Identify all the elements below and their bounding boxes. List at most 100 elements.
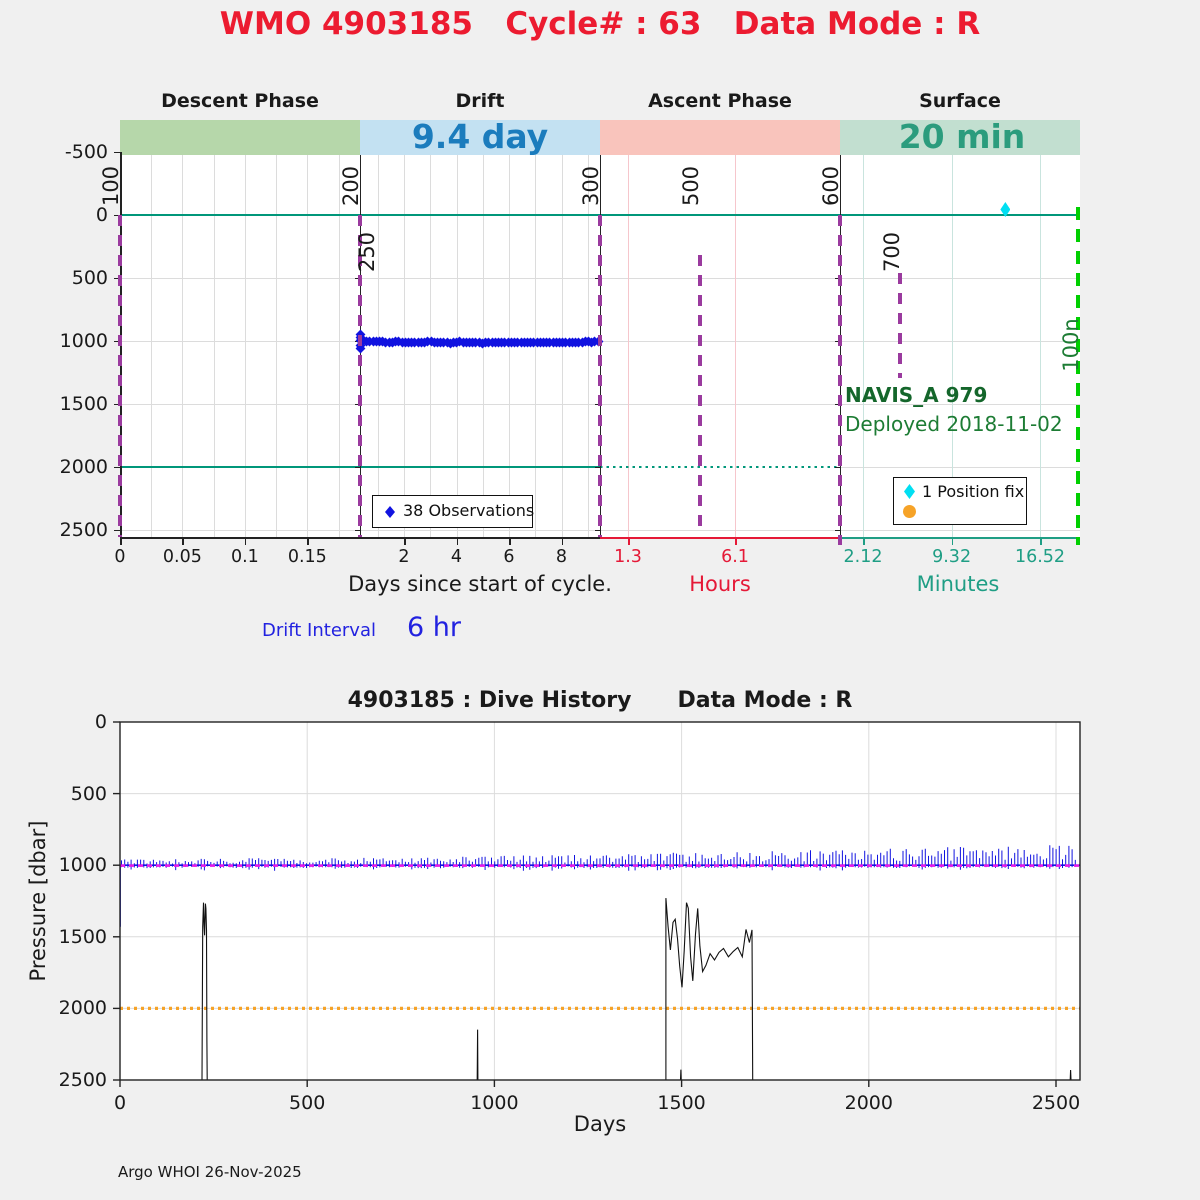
tick-mark: [355, 404, 360, 405]
tick-mark: [355, 467, 360, 468]
park-marker-icon: [903, 505, 916, 518]
drift-phase-band: [360, 120, 600, 155]
x-tick-label: 9.32: [932, 547, 972, 567]
drift-duration-text: 9.4 day: [411, 117, 549, 156]
gridline: [338, 155, 340, 537]
event-line-500: [698, 255, 702, 528]
x-tick-label: 1500: [657, 1092, 706, 1114]
phase-label-descent: Descent Phase: [161, 90, 319, 112]
tick-mark: [835, 530, 840, 531]
tick-mark: [863, 539, 865, 545]
x-tick-label: 0.05: [162, 547, 202, 567]
x-axis-spine: [840, 537, 1080, 539]
dive-plot-area: [120, 722, 1080, 1080]
x-tick-label: 16.52: [1014, 547, 1066, 567]
event-line-label-700: 700: [880, 231, 904, 273]
tick-mark: [355, 530, 360, 531]
x-tick-label: 6: [503, 547, 515, 567]
gridline: [151, 155, 153, 537]
x-axis-spine: [600, 537, 840, 539]
y-tick-label: 1000: [58, 854, 107, 877]
position-fix-legend-label: 1 Position fix: [922, 482, 1025, 501]
dive-history-title: 4903185 : Dive History Data Mode : R: [0, 688, 1200, 713]
observations-legend-label: 38 Observations: [403, 501, 535, 520]
gridline: [735, 155, 736, 537]
x-tick-label: 2500: [1031, 1092, 1081, 1114]
profile-max-pressure-line: [476, 1029, 479, 1081]
profile-max-pressure-line: [201, 902, 208, 1081]
tick-mark: [114, 152, 120, 153]
x-tick-label: 0.1: [230, 547, 259, 567]
tick-mark: [735, 539, 737, 545]
dive-history-plot: [113, 721, 1081, 1087]
tick-mark: [835, 341, 840, 342]
y-tick-label: 1000: [59, 330, 108, 352]
y-tick-label: 2500: [58, 1069, 107, 1091]
x-tick-label: 2.12: [843, 547, 883, 567]
x-tick-label: 0.15: [287, 547, 327, 567]
x-tick-label: 0: [114, 547, 126, 567]
gridline: [628, 155, 629, 537]
tick-mark: [835, 467, 840, 468]
tick-mark: [114, 215, 120, 216]
y-tick-label: 0: [95, 204, 108, 226]
y-tick-label: 500: [71, 267, 108, 289]
x-tick-label: 4: [450, 547, 463, 567]
tick-mark: [595, 404, 600, 405]
event-line-300: [598, 215, 602, 538]
gridline: [182, 155, 184, 537]
y-tick-label: 2000: [59, 456, 108, 478]
tick-mark: [307, 539, 309, 545]
drift-interval-value: 6 hr: [407, 612, 461, 643]
x-tick-label: 0: [113, 1092, 127, 1114]
gridline: [244, 155, 246, 537]
y-tick-label: 500: [70, 782, 107, 805]
days-axis-label: Days: [573, 1112, 627, 1136]
tick-mark: [835, 404, 840, 405]
event-line-label-100: 100: [99, 165, 123, 207]
x-tick-label: 8: [555, 547, 568, 567]
drift-interval-label: Drift Interval: [262, 620, 376, 641]
tick-mark: [951, 539, 954, 545]
event-line-label-500: 500: [679, 165, 703, 207]
dive-history-title-right: Data Mode : R: [677, 688, 853, 713]
tick-mark: [509, 539, 511, 545]
tick-mark: [355, 278, 360, 279]
tick-mark: [595, 530, 600, 531]
tick-mark: [835, 278, 840, 279]
gridline: [951, 155, 953, 537]
tick-mark: [244, 539, 247, 545]
dive-plot-border: [119, 721, 1081, 1081]
surface-phase-band: [840, 120, 1080, 155]
gridline: [863, 155, 864, 537]
tick-mark: [114, 467, 120, 468]
tick-mark: [114, 530, 120, 531]
tick-mark: [595, 467, 600, 468]
gridline: [213, 155, 215, 537]
gridline: [1040, 155, 1041, 537]
position-fix-dot: [1000, 201, 1011, 217]
profile-max-pressure-line: [665, 898, 754, 1081]
y-tick-label: 2500: [59, 519, 108, 541]
gridline: [276, 155, 278, 537]
event-line-label-600: 600: [819, 165, 843, 207]
phase-label-drift: Drift: [455, 90, 505, 112]
phase-label-surface: Surface: [919, 90, 1001, 112]
x-tick-label: 6.1: [721, 547, 749, 567]
tick-mark: [114, 341, 120, 342]
event-line-label-200: 200: [339, 165, 363, 207]
tick-mark: [595, 278, 600, 279]
observations-legend: 38 Observations: [372, 495, 535, 528]
y-tick-label: 1500: [58, 925, 107, 948]
event-line-100n: [1076, 207, 1080, 546]
footer-credit: Argo WHOI 26-Nov-2025: [118, 1163, 302, 1181]
tick-mark: [114, 404, 120, 405]
xaxis-label-minutes: Minutes: [916, 572, 1000, 596]
event-line-600: [838, 215, 842, 546]
gridline: [840, 467, 1080, 468]
float-name-text: NAVIS_A 979: [845, 383, 988, 407]
tick-mark: [561, 539, 563, 545]
x-tick-label: 2: [398, 547, 410, 567]
event-line-700: [898, 272, 902, 378]
tick-mark: [628, 539, 630, 545]
